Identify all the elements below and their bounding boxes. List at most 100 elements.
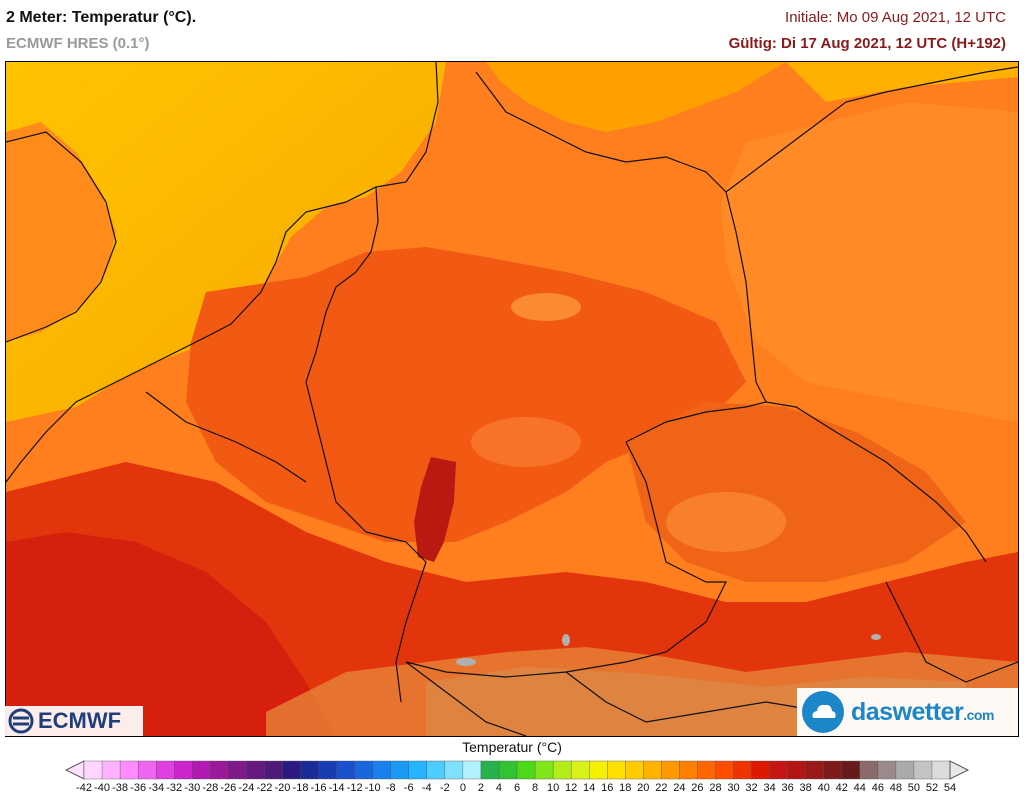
colorbar-swatch	[895, 760, 915, 780]
border-de-at	[405, 441, 727, 678]
england-land	[6, 122, 116, 342]
colorbar-tick-label: -36	[130, 782, 147, 794]
ecmwf-logo: ECMWF	[5, 706, 143, 736]
colorbar-swatch	[534, 760, 554, 780]
colorbar-tick-label: -22	[256, 782, 273, 794]
temperature-field	[6, 62, 1018, 736]
colorbar-tick-label: 36	[781, 782, 794, 794]
colorbar-tick-label: -10	[364, 782, 381, 794]
colorbar-tick-label: -20	[274, 782, 291, 794]
colorbar-swatch	[318, 760, 338, 780]
colorbar-swatch	[372, 760, 392, 780]
colorbar-tick-label: 26	[691, 782, 704, 794]
central-highlight	[471, 417, 581, 467]
colorbar-tick-label: 4	[495, 782, 503, 794]
colorbar-tick-label: 24	[673, 782, 686, 794]
colorbar-swatch	[516, 760, 536, 780]
colorbar-tick-label: 52	[925, 782, 939, 794]
poland-warm	[721, 102, 1018, 422]
colorbar-swatch	[913, 760, 933, 780]
colorbar-swatch	[751, 760, 771, 780]
daswetter-tld: .com	[963, 706, 994, 723]
rhine-valley-hot	[414, 457, 456, 562]
colorbar-swatch	[246, 760, 265, 780]
colorbar-swatch	[192, 760, 211, 780]
colorbar-swatch	[625, 760, 644, 780]
colorbar-swatch	[426, 760, 446, 780]
colorbar-swatch	[282, 760, 302, 780]
initial-time: Initiale: Mo 09 Aug 2021, 12 UTC	[785, 9, 1006, 26]
colorbar-swatch	[931, 760, 951, 780]
colorbar-swatch	[787, 760, 807, 780]
colorbar-swatch	[877, 760, 897, 780]
colorbar-swatch	[300, 760, 320, 780]
colorbar-swatch	[480, 760, 500, 780]
colorbar-swatch	[769, 760, 789, 780]
border-cz-sk	[885, 581, 1018, 683]
colorbar-tick-label: 28	[709, 782, 722, 794]
colorbar-swatch	[643, 760, 662, 780]
colorbar-tick-label: 22	[655, 782, 668, 794]
colorbar-tick-label: -18	[292, 782, 309, 794]
colorbar-tick-labels: -42 -40 -38 -36 -34 -32 -30 -28 -26 -24 -22 -20 -18-…	[0, 782, 1024, 798]
colorbar-tick-label: -30	[184, 782, 201, 794]
colorbar-tick-label: 34	[763, 782, 776, 794]
colorbar-tick-label: -28	[202, 782, 219, 794]
colorbar-swatch	[390, 760, 410, 780]
colorbar-swatch	[859, 760, 879, 780]
colorbar-tick-label: -26	[220, 782, 237, 794]
border-fr-be	[145, 391, 307, 483]
colorbar-tick-label: 30	[727, 782, 740, 794]
coast-uk	[6, 131, 117, 343]
colorbar-swatch	[408, 760, 428, 780]
colorbar-swatch	[174, 760, 193, 780]
colorbar-swatch	[137, 760, 157, 780]
border-ch	[405, 661, 527, 736]
colorbar-tick-label: 12	[565, 782, 578, 794]
valid-time: Gültig: Di 17 Aug 2021, 12 UTC (H+192)	[728, 35, 1006, 52]
colorbar-tick-label: -32	[166, 782, 183, 794]
colorbar-tick-label: -34	[148, 782, 165, 794]
colorbar-swatch	[805, 760, 825, 780]
lake-constance	[456, 658, 476, 666]
colorbar-swatch	[679, 760, 698, 780]
colorbar-swatch	[570, 760, 590, 780]
colorbar-tick-label: 44	[853, 782, 866, 794]
colorbar-tick-label: -42	[76, 782, 92, 794]
colorbar-tick-label: 18	[619, 782, 632, 794]
colorbar-swatch	[119, 760, 139, 780]
colorbar-tick-label: 6	[513, 782, 521, 794]
colorbar-right-arrow	[949, 760, 970, 780]
colorbar-swatch	[155, 760, 175, 780]
colorbar-tick-label: 42	[835, 782, 848, 794]
daswetter-name: daswetter	[851, 697, 964, 726]
daswetter-logo[interactable]: daswetter.com	[797, 688, 1018, 736]
colorbar-left-arrow	[64, 760, 85, 780]
temperature-map[interactable]	[5, 61, 1019, 737]
east-baltic	[786, 62, 1018, 102]
lake-geneva	[562, 634, 570, 646]
colorbar-swatch	[444, 760, 464, 780]
border-de-cz	[625, 401, 987, 563]
lakes	[456, 634, 881, 666]
colorbar-swatch	[210, 760, 229, 780]
colorbar-tick-label: 50	[907, 782, 921, 794]
colorbar-swatch	[101, 760, 121, 780]
border-de-be-fr	[305, 381, 427, 703]
colorbar-tick-label: -12	[346, 782, 363, 794]
colorbar-tick-label: 14	[583, 782, 596, 794]
colorbar-tick-label: 10	[546, 782, 560, 794]
colorbar-tick-label: 8	[531, 782, 539, 794]
colorbar-swatch	[264, 760, 283, 780]
colorbar-tick-label: -16	[310, 782, 327, 794]
colorbar-tick-label: 38	[799, 782, 812, 794]
north-sea-cool	[6, 62, 446, 422]
colorbar-swatch	[462, 760, 482, 780]
colorbar	[64, 760, 970, 780]
colorbar-tick-label: -8	[385, 782, 396, 794]
colorbar-tick-label: 32	[745, 782, 758, 794]
colorbar-tick-label: 48	[889, 782, 902, 794]
colorbar-swatch	[715, 760, 734, 780]
colorbar-swatch	[83, 760, 103, 780]
colorbar-tick-label: 54	[943, 782, 957, 794]
